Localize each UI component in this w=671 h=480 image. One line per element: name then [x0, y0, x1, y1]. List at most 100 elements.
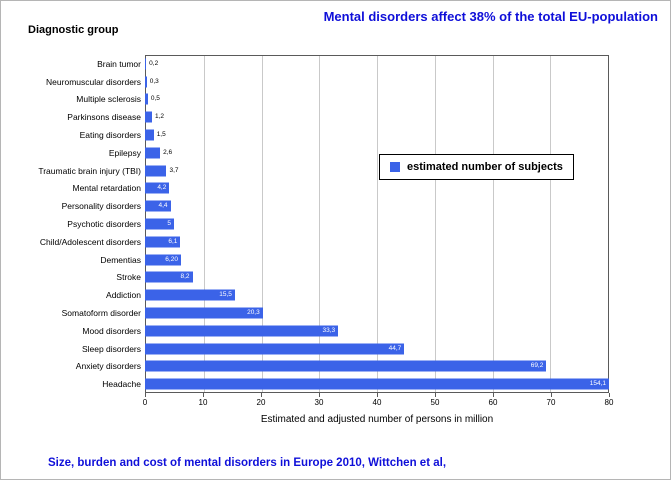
bar-area: 20,3: [145, 304, 609, 322]
gridline: [203, 56, 205, 392]
category-label: Psychotic disorders: [67, 219, 141, 230]
tick-mark: [609, 393, 610, 397]
bar: [145, 218, 174, 230]
tick-mark: [493, 393, 494, 397]
bar-area: 15,5: [145, 286, 609, 304]
tick-label: 50: [430, 398, 440, 407]
tick-mark: [145, 393, 146, 397]
bar: [145, 360, 547, 372]
chart-row: Traumatic brain injury (TBI) 3,7: [11, 162, 609, 180]
bar: [145, 378, 609, 390]
chart-row: Anxiety disorders 69,2: [11, 358, 609, 376]
tick-label: 80: [604, 398, 614, 407]
bar-area: 4,4: [145, 197, 609, 215]
value-label: 5: [167, 219, 171, 227]
bar: [145, 307, 263, 319]
chart-row: Somatoform disorder 20,3: [11, 304, 609, 322]
category-label: Addiction: [106, 290, 141, 301]
value-label: 0,3: [149, 77, 159, 85]
chart-row: Mood disorders 33,3: [11, 322, 609, 340]
value-label: 15,5: [219, 291, 232, 298]
bar-area: 3,7: [145, 162, 609, 180]
bar: [145, 129, 154, 141]
bar-area: 4,2: [145, 180, 609, 198]
legend-label: estimated number of subjects: [407, 161, 563, 173]
bar-area: 0,3: [145, 73, 609, 91]
x-axis-ticks: 0 10 20 30 40 50 60 70 80: [142, 393, 613, 411]
category-label: Sleep disorders: [81, 343, 141, 354]
chart-row: Child/Adolescent disorders 6,1: [11, 233, 609, 251]
chart-row: Neuromuscular disorders 0,3: [11, 73, 609, 91]
bar-area: 1,2: [145, 108, 609, 126]
chart-row: Sleep disorders 44,7: [11, 340, 609, 358]
value-label: 1,2: [154, 113, 164, 121]
gridline: [261, 56, 263, 392]
bar: [145, 236, 181, 248]
tick-label: 40: [372, 398, 382, 407]
gridline: [492, 56, 494, 392]
bar-area: 1,5: [145, 126, 609, 144]
category-label: Epilepsy: [108, 147, 141, 158]
tick-label: 30: [314, 398, 324, 407]
tick-label: 0: [142, 398, 148, 407]
source-caption: Size, burden and cost of mental disorder…: [48, 457, 447, 469]
value-label: 2,6: [163, 148, 173, 156]
value-label: 0,5: [150, 95, 160, 103]
x-axis-label: Estimated and adjusted number of persons…: [260, 414, 494, 425]
chart-rows: Brain tumor 0,2 Neuromuscular disorders 0,3…: [11, 55, 609, 393]
bar-area: 8,2: [145, 269, 609, 287]
category-label: Somatoform disorder: [61, 308, 141, 319]
gridline: [319, 56, 321, 392]
value-label: 154,1: [589, 379, 606, 387]
bar: [145, 93, 148, 105]
category-label: Parkinsons disease: [67, 112, 141, 123]
category-label: Stroke: [116, 272, 141, 283]
bar-area: 33,3: [145, 322, 609, 340]
gridline: [377, 56, 378, 392]
bar: [145, 111, 152, 123]
category-label: Anxiety disorders: [75, 361, 141, 372]
value-label: 3,7: [169, 166, 179, 174]
chart-row: Epilepsy 2,6: [11, 144, 609, 162]
value-label: 8,2: [180, 273, 190, 281]
chart-row: Multiple sclerosis 0,5: [11, 91, 609, 109]
tick-mark: [377, 393, 378, 397]
category-label: Neuromuscular disorders: [46, 76, 141, 87]
bar-area: 6,20: [145, 251, 609, 269]
plot-area: [145, 55, 609, 393]
bar-area: 5: [145, 215, 609, 233]
bar: [145, 147, 161, 159]
category-label: Traumatic brain injury (TBI): [38, 165, 141, 176]
value-label: 44,7: [388, 344, 402, 352]
chart-row: Dementias 6,20: [11, 251, 609, 269]
value-label: 4,2: [157, 184, 167, 192]
bar: [145, 325, 339, 337]
bar: [145, 343, 405, 355]
value-label: 6,20: [165, 255, 178, 263]
category-label: Brain tumor: [97, 58, 141, 69]
chart-row: Headache 154,1: [11, 375, 609, 393]
bar: [145, 200, 171, 212]
bar: [145, 289, 235, 301]
bar-area: 154,1: [145, 375, 609, 393]
tick-label: 10: [198, 398, 208, 407]
value-label: 33,3: [322, 326, 336, 334]
category-label: Headache: [102, 379, 141, 390]
bar-area: 0,2: [145, 55, 609, 73]
chart-row: Parkinsons disease 1,2: [11, 108, 609, 126]
tick-mark: [435, 393, 436, 397]
bar-area: 6,1: [145, 233, 609, 251]
category-label: Mental retardation: [72, 183, 141, 194]
tick-label: 20: [256, 398, 266, 407]
value-label: 4,4: [158, 202, 168, 210]
tick-mark: [203, 393, 204, 397]
gridline: [434, 56, 436, 392]
bar: [145, 76, 147, 88]
category-label: Personality disorders: [61, 201, 141, 212]
tick-mark: [551, 393, 552, 397]
value-label: 0,2: [149, 59, 159, 67]
value-label: 1,5: [156, 130, 166, 138]
value-label: 69,2: [530, 362, 544, 370]
chart-row: Stroke 8,2: [11, 269, 609, 287]
